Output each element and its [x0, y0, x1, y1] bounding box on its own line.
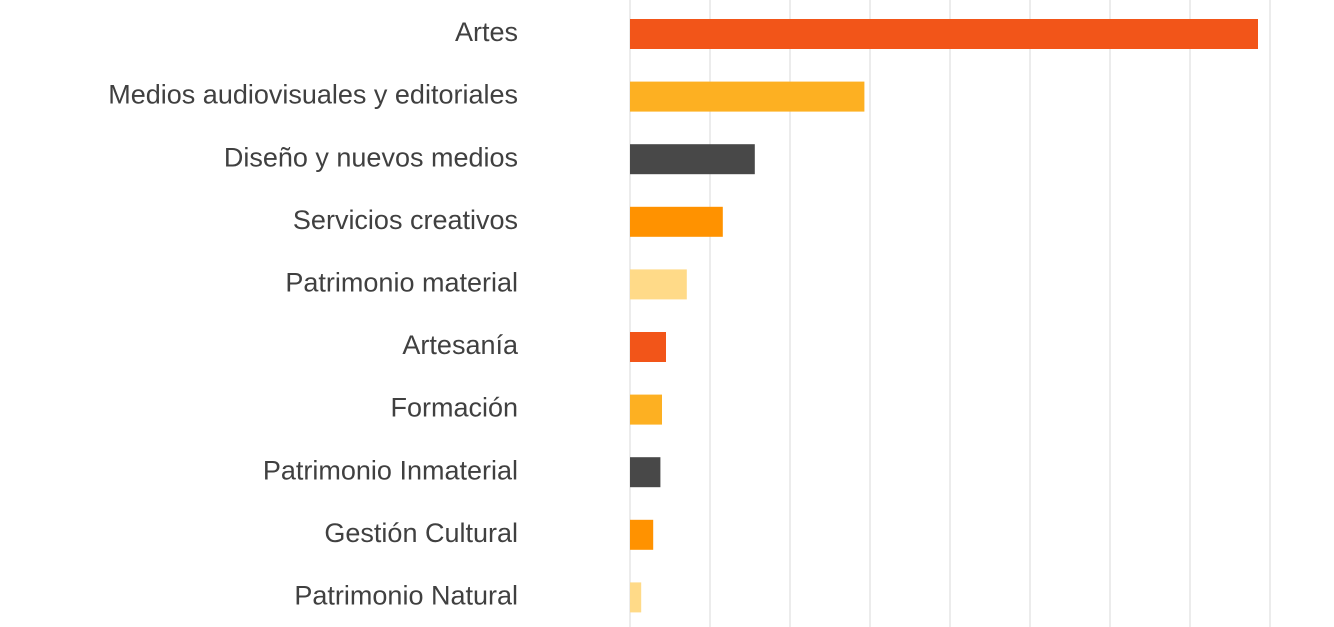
y-tick-label: Artes: [455, 17, 518, 47]
y-tick-label: Patrimonio material: [285, 268, 518, 298]
y-tick-label: Servicios creativos: [293, 205, 518, 235]
bar: [630, 81, 865, 112]
y-tick-label: Artesanía: [402, 330, 519, 360]
y-tick-label: Diseño y nuevos medios: [224, 142, 518, 172]
bar: [630, 457, 661, 488]
bar: [630, 519, 654, 550]
y-tick-label: Patrimonio Natural: [294, 581, 518, 611]
bar: [630, 394, 662, 425]
y-tick-label: Formación: [390, 393, 518, 423]
bar: [630, 332, 666, 362]
bar: [630, 144, 755, 175]
bar: [630, 582, 642, 613]
y-tick-label: Medios audiovisuales y editoriales: [108, 80, 518, 110]
y-tick-label: Gestión Cultural: [324, 518, 518, 548]
bar: [630, 19, 1258, 49]
y-tick-label: Patrimonio Inmaterial: [263, 455, 518, 485]
bar: [630, 206, 723, 237]
bar: [630, 269, 687, 300]
